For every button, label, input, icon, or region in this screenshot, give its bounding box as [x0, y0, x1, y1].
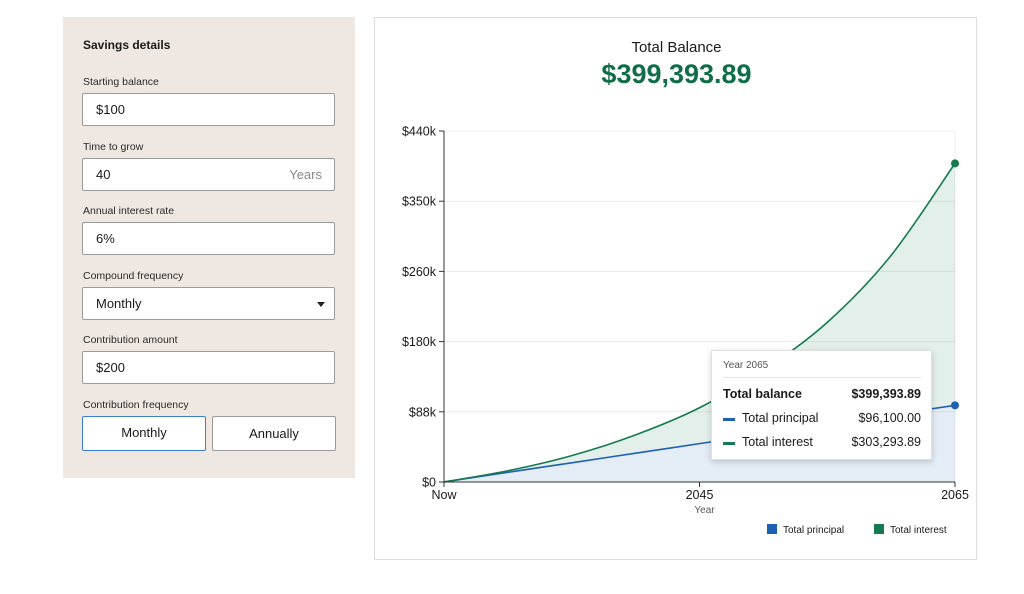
starting-balance-input[interactable]: $100 [82, 93, 335, 126]
x-tick-label: 2065 [941, 488, 969, 502]
legend-label: Total principal [783, 525, 844, 536]
tooltip-principal-value: $96,100.00 [858, 411, 921, 425]
compound-frequency-select[interactable]: Monthly [82, 287, 335, 320]
tooltip-year: Year 2065 [723, 360, 769, 371]
chevron-down-icon [317, 302, 325, 307]
tooltip-interest-row: Total interest $303,293.89 [723, 435, 921, 451]
tooltip-principal-label: Total principal [742, 411, 819, 425]
y-tick-label: $440k [402, 125, 437, 139]
legend-swatch-icon [767, 524, 777, 534]
time-to-grow-input[interactable]: 40 Years [82, 158, 335, 191]
contribution-amount-input[interactable]: $200 [82, 351, 335, 384]
interest-rate-value: 6% [96, 231, 115, 246]
x-tick-label: Now [431, 488, 457, 502]
contribution-annually-button[interactable]: Annually [212, 416, 336, 451]
interest-end-point [951, 159, 959, 168]
legend-label: Total interest [890, 525, 947, 536]
tooltip-divider [723, 377, 921, 378]
principal-end-point [951, 401, 959, 410]
starting-balance-label: Starting balance [83, 76, 159, 88]
compound-frequency-value: Monthly [96, 296, 142, 311]
panel-title: Savings details [83, 38, 171, 52]
contribution-amount-label: Contribution amount [83, 334, 178, 346]
interest-rate-input[interactable]: 6% [82, 222, 335, 255]
tooltip-total-value: $399,393.89 [851, 387, 921, 401]
tooltip-total-label: Total balance [723, 387, 802, 401]
chart-tooltip: Year 2065 Total balance $399,393.89 Tota… [711, 350, 932, 460]
tooltip-principal-row: Total principal $96,100.00 [723, 411, 921, 427]
savings-details-panel: Savings details Starting balance $100 Ti… [63, 17, 355, 478]
time-to-grow-value: 40 [96, 167, 111, 182]
total-balance-label: Total Balance [631, 39, 722, 56]
starting-balance-value: $100 [96, 102, 125, 117]
interest-swatch-icon [723, 442, 735, 445]
tooltip-total-row: Total balance $399,393.89 [723, 387, 921, 403]
time-to-grow-label: Time to grow [83, 141, 144, 153]
contribution-monthly-button[interactable]: Monthly [82, 416, 206, 451]
chart-card: Total Balance $399,393.89 $0 $88k $180k $26… [374, 17, 977, 560]
y-tick-label: $88k [409, 405, 437, 419]
years-suffix: Years [289, 167, 322, 182]
contribution-frequency-label: Contribution frequency [83, 399, 189, 411]
interest-line [443, 162, 956, 483]
total-balance-value: $399,393.89 [601, 59, 752, 89]
interest-rate-label: Annual interest rate [83, 205, 175, 217]
balance-chart: $0 $88k $180k $260k $350k $440k Now 2045 2065 Ye… [402, 125, 969, 537]
tooltip-interest-value: $303,293.89 [851, 435, 921, 449]
y-tick-label: $0 [422, 476, 436, 490]
contribution-amount-value: $200 [96, 360, 125, 375]
y-tick-label: $260k [402, 265, 437, 279]
x-axis-title: Year [694, 505, 715, 516]
y-tick-label: $180k [402, 335, 437, 349]
compound-frequency-label: Compound frequency [83, 270, 184, 282]
principal-swatch-icon [723, 418, 735, 421]
y-tick-label: $350k [402, 195, 437, 209]
x-tick-label: 2045 [686, 488, 714, 502]
tooltip-interest-label: Total interest [742, 435, 813, 449]
legend-swatch-icon [874, 524, 884, 534]
